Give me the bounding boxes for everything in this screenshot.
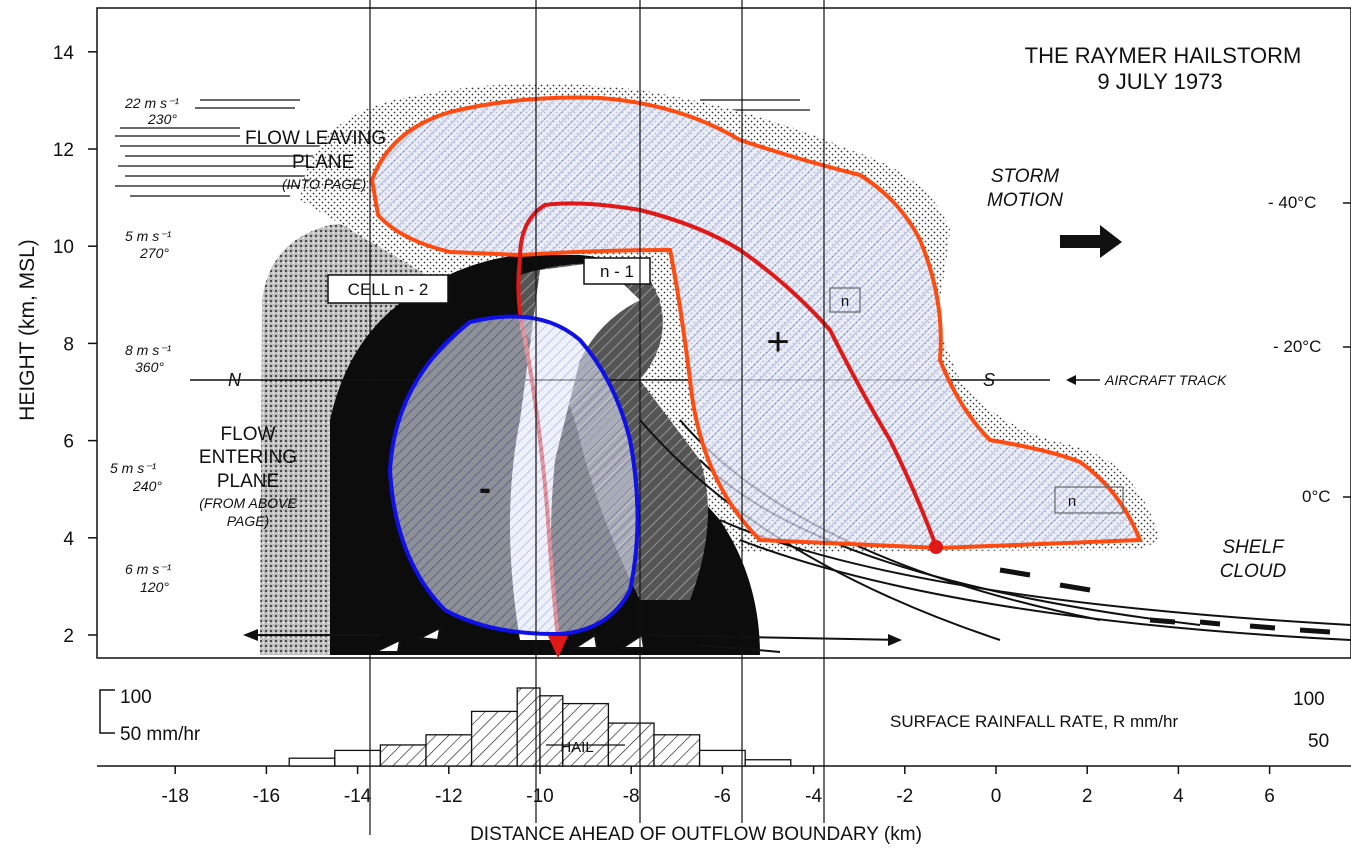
updraft-anvil-region xyxy=(369,95,1143,551)
y-axis-label: HEIGHT (km, MSL) xyxy=(16,239,39,421)
aircraft-track-arrowhead xyxy=(1066,375,1076,385)
cell-n2-label: CELL n - 2 xyxy=(348,280,429,299)
flow-entering-line-5: PAGE) xyxy=(227,513,270,529)
y-axis: 2 4 6 8 10 12 14 xyxy=(53,43,97,647)
rainfall-bar xyxy=(744,759,792,767)
shelf-cloud-line-1: SHELF xyxy=(1222,537,1285,558)
updraft-base-marker xyxy=(929,540,943,554)
rainfall-bar xyxy=(379,744,427,767)
x-tick-label: -12 xyxy=(435,786,462,807)
title-line-2: 9 JULY 1973 xyxy=(1097,69,1222,94)
cell-n-plus-label: n xyxy=(1068,493,1076,510)
surface-arrowhead-left xyxy=(243,629,258,641)
shelf-cloud-dashes xyxy=(999,567,1331,635)
rainfall-right-mid: 50 xyxy=(1308,731,1329,752)
x-tick-label: -2 xyxy=(896,786,913,807)
y-tick-label: 10 xyxy=(53,237,74,258)
x-axis: -18 -16 -14 -12 -10 -8 -6 -4 -2 0 2 4 6 xyxy=(161,766,1275,807)
flow-entering-line-3: PLANE xyxy=(217,471,279,492)
rainfall-label: SURFACE RAINFALL RATE, R mm/hr xyxy=(890,712,1178,731)
aircraft-track-label: AIRCRAFT TRACK xyxy=(1104,372,1227,388)
rainfall-left-scale xyxy=(99,689,115,734)
wind-speed-4: 5 m s⁻¹ xyxy=(110,460,157,476)
cell-n-label: n xyxy=(841,293,849,310)
y-tick-label: 6 xyxy=(63,432,74,453)
x-axis-label: DISTANCE AHEAD OF OUTFLOW BOUNDARY (km) xyxy=(470,824,922,845)
y-tick-label: 4 xyxy=(63,529,74,550)
wind-speed-5: 6 m s⁻¹ xyxy=(125,561,172,577)
cell-n1-box xyxy=(583,257,651,285)
rainfall-bar xyxy=(425,734,473,767)
x-tick-label: -18 xyxy=(161,786,188,807)
surface-arrowhead-right xyxy=(888,634,902,646)
flow-leaving-line-1: FLOW LEAVING xyxy=(245,128,386,149)
south-label: S xyxy=(983,370,995,390)
rainfall-bar xyxy=(334,749,382,767)
rainfall-bar xyxy=(470,710,518,767)
hail-label: HAIL xyxy=(560,739,593,756)
rainfall-histogram xyxy=(288,687,792,767)
descent-arrowhead xyxy=(548,636,568,658)
title-line-1: THE RAYMER HAILSTORM xyxy=(1025,43,1302,68)
wind-dir-4: 240° xyxy=(132,478,162,494)
x-tick-label: -8 xyxy=(623,786,640,807)
wind-speed-3: 8 m s⁻¹ xyxy=(125,342,172,358)
wind-dir-2: 270° xyxy=(139,245,169,261)
storm-motion-arrow xyxy=(1060,225,1122,258)
y-tick-label: 2 xyxy=(63,626,74,647)
cell-n-box xyxy=(829,287,861,313)
x-tick-label: 0 xyxy=(991,786,1002,807)
flow-entering-line-1: FLOW xyxy=(221,424,276,445)
rainfall-left-top: 100 xyxy=(120,687,152,708)
flow-entering-line-4: (FROM ABOVE xyxy=(199,495,297,511)
x-tick-label: -16 xyxy=(253,786,280,807)
y-tick-label: 8 xyxy=(63,334,74,355)
gust-front-triangles xyxy=(374,626,646,653)
minus-sign: - xyxy=(479,467,491,508)
storm-motion-line-1: STORM xyxy=(991,166,1059,187)
x-tick-label: -4 xyxy=(805,786,822,807)
x-tick-label: -14 xyxy=(344,786,372,807)
wind-dir-5: 120° xyxy=(140,579,169,595)
x-tick-label: -10 xyxy=(526,786,553,807)
storm-motion-line-2: MOTION xyxy=(987,190,1063,211)
wind-speed-1: 22 m s⁻¹ xyxy=(124,95,179,111)
rainfall-left-mid: 50 mm/hr xyxy=(120,724,201,745)
downdraft-region xyxy=(387,314,640,637)
inner-updraft-column xyxy=(518,201,938,547)
cell-n-plus-box xyxy=(1054,486,1124,514)
cell-n1-label: n - 1 xyxy=(600,262,634,281)
rainfall-right-top: 100 xyxy=(1293,689,1325,710)
x-tick-label: -6 xyxy=(714,786,731,807)
x-tick-label: 6 xyxy=(1264,786,1275,807)
rainfall-bar xyxy=(653,734,701,767)
north-label: N xyxy=(228,370,242,390)
plus-sign: + xyxy=(766,320,789,364)
shelf-cloud-line-2: CLOUD xyxy=(1220,561,1287,582)
flow-leaving-line-3: (INTO PAGE) xyxy=(282,176,366,192)
temp-ticks xyxy=(1343,202,1351,498)
vertical-reference-lines xyxy=(369,0,825,835)
temp-zero: 0°C xyxy=(1302,487,1331,506)
flow-entering-line-2: ENTERING xyxy=(199,447,297,468)
wind-profile: 22 m s⁻¹ 230° 5 m s⁻¹ 270° 8 m s⁻¹ 360° … xyxy=(110,95,179,595)
y-tick-label: 12 xyxy=(53,140,74,161)
rainfall-bar xyxy=(288,757,336,767)
rainfall-bar xyxy=(698,749,746,767)
x-tick-label: 2 xyxy=(1082,786,1093,807)
rainfall-panel: 100 50 mm/hr 100 50 SURFACE RAINFALL RAT… xyxy=(97,687,1351,767)
y-tick-label: 14 xyxy=(53,43,75,64)
surface-flow-arrows xyxy=(245,634,901,653)
flow-leaving-line-2: PLANE xyxy=(292,152,354,173)
x-tick-label: 4 xyxy=(1173,786,1184,807)
temp-minus-20: - 20°C xyxy=(1273,337,1321,356)
wind-dir-3: 360° xyxy=(135,359,164,375)
cell-n2-box xyxy=(327,274,449,304)
wind-speed-2: 5 m s⁻¹ xyxy=(125,228,172,244)
rainfall-bar xyxy=(562,702,610,767)
wind-dir-1: 230° xyxy=(147,111,177,127)
temp-minus-40: - 40°C xyxy=(1268,193,1316,212)
